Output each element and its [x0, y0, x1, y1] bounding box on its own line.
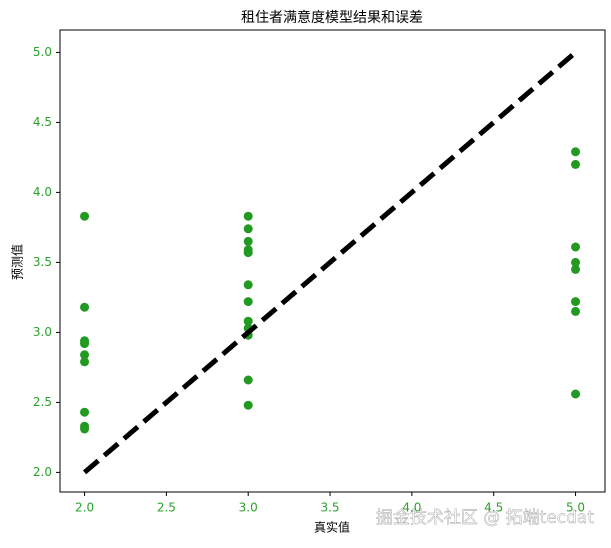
point [80, 302, 90, 312]
y-tick-label: 3.0 [33, 325, 52, 339]
point [80, 339, 90, 349]
point [571, 257, 581, 267]
x-tick-label: 3.5 [320, 501, 339, 515]
point [571, 242, 581, 252]
point [571, 159, 581, 169]
watermark: 掘金技术社区 @ 拓端tecdat [376, 508, 594, 528]
x-tick-label: 3.0 [239, 501, 258, 515]
point [243, 375, 253, 385]
x-tick-label: 4.5 [484, 501, 503, 515]
point [80, 407, 90, 417]
chart-title: 租住者满意度模型结果和误差 [241, 9, 423, 26]
x-tick-label: 5.0 [566, 501, 585, 515]
point [243, 211, 253, 221]
reference-line [82, 50, 578, 475]
point [243, 316, 253, 326]
y-axis-label: 预测值 [10, 244, 25, 280]
y-tick-label: 2.5 [33, 395, 52, 409]
point [80, 424, 90, 434]
point [243, 297, 253, 307]
y-tick-label: 4.5 [33, 115, 52, 129]
point [243, 224, 253, 234]
point [80, 350, 90, 360]
point [243, 248, 253, 258]
x-tick-label: 2.5 [157, 501, 176, 515]
point [80, 211, 90, 221]
point [243, 400, 253, 410]
point [243, 236, 253, 246]
plot-frame [59, 29, 606, 493]
point [571, 264, 581, 274]
point [571, 389, 581, 399]
point [571, 297, 581, 307]
point [80, 357, 90, 367]
point [571, 147, 581, 157]
x-axis-label: 真实值 [314, 520, 350, 535]
x-tick-label: 4.0 [402, 501, 421, 515]
y-tick-label: 2.0 [33, 465, 52, 479]
x-tick-label: 2.0 [75, 501, 94, 515]
y-tick-label: 5.0 [33, 45, 52, 59]
point [571, 306, 581, 316]
point [243, 280, 253, 290]
y-tick-label: 4.0 [33, 185, 52, 199]
y-tick-label: 3.5 [33, 255, 52, 269]
